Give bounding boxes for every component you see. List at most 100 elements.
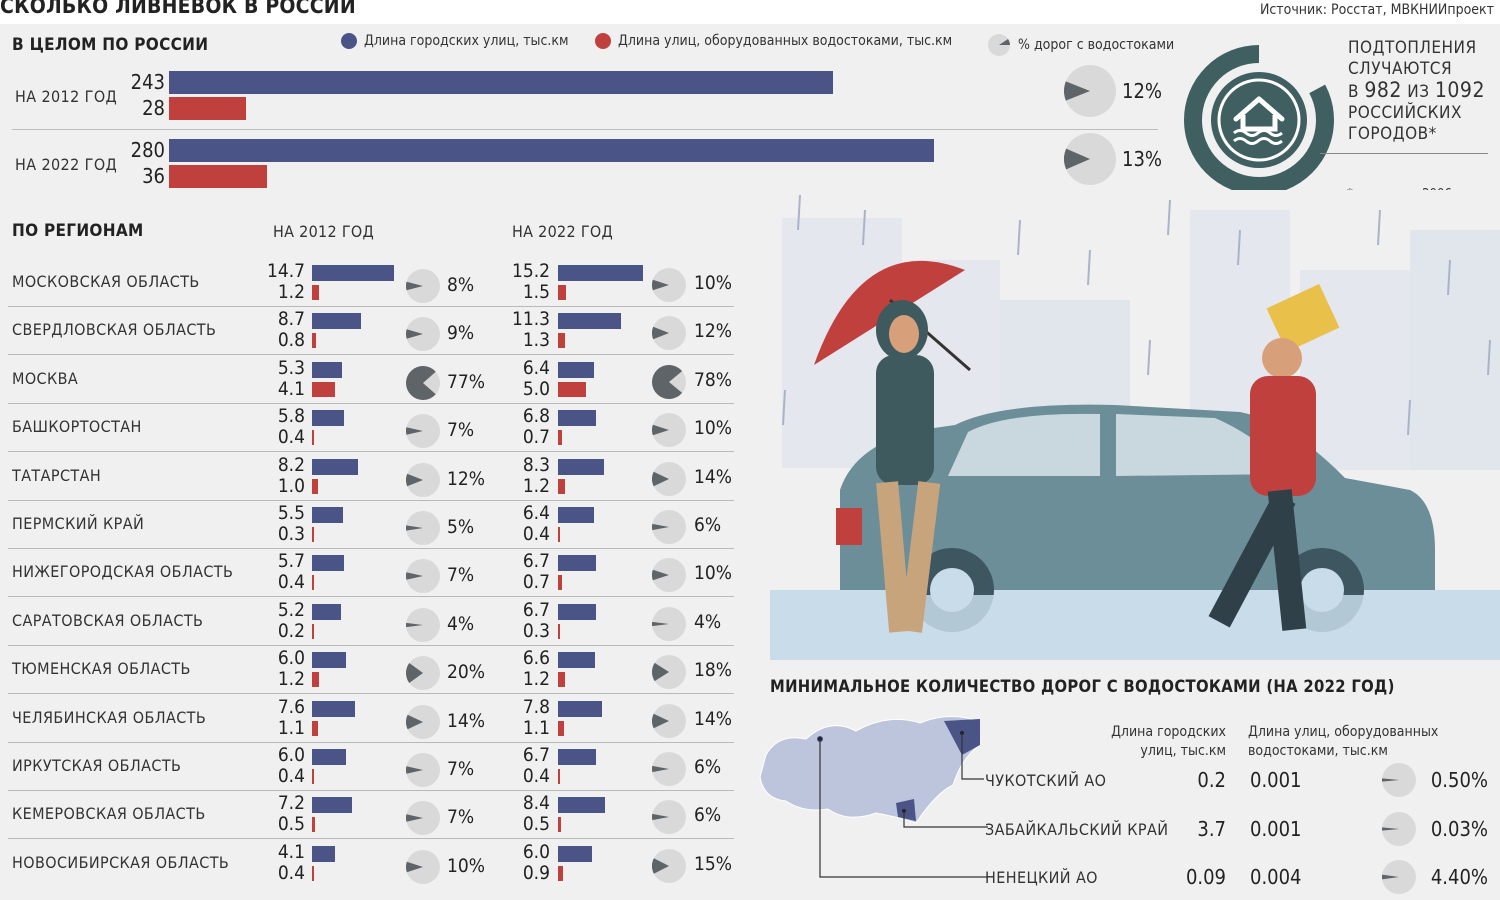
region-streets-bar-2022 [558, 555, 596, 572]
flood-line3-mid: ИЗ [1401, 82, 1435, 102]
minimal-pct-pie-slice [1382, 826, 1399, 831]
region-streets-2012: 5.3 [277, 356, 305, 379]
region-pct-2022: 6% [694, 514, 722, 536]
region-streets-2022: 8.3 [522, 453, 550, 476]
region-drains-bar-2012 [312, 817, 315, 833]
minimal-pct-value: 0.50% [1430, 768, 1488, 792]
region-pct-2012: 9% [447, 322, 475, 345]
region-streets-bar-2012 [312, 652, 346, 669]
region-drains-bar-2012 [312, 720, 319, 736]
region-drains-2022: 1.2 [522, 474, 550, 497]
region-streets-bar-2012 [312, 797, 353, 814]
region-pie-2022-slice [652, 279, 669, 291]
region-pie-2022 [652, 606, 686, 641]
minimal-col-streets: Длина городских улиц, тыс.км [1070, 723, 1226, 761]
region-drains-2022: 0.7 [522, 571, 550, 594]
region-pct-2012: 7% [447, 419, 475, 442]
region-pct-2012: 20% [447, 661, 485, 684]
region-pie-2022 [652, 703, 686, 738]
regions-heading: ПО РЕГИОНАМ [12, 221, 144, 241]
flood-line2: СЛУЧАЮТСЯ [1348, 59, 1453, 79]
region-streets-bar-2012 [312, 265, 395, 281]
region-pie-2012-slice [406, 714, 423, 729]
region-drains-bar-2012 [312, 430, 315, 446]
russia-streets-bar [169, 139, 934, 162]
region-pct-2012: 7% [447, 806, 475, 829]
region-streets-bar-2022 [558, 410, 597, 427]
region-streets-2022: 6.0 [522, 840, 550, 863]
region-streets-bar-2022 [558, 507, 594, 523]
region-streets-bar-2022 [558, 700, 602, 717]
region-streets-bar-2022 [558, 749, 596, 765]
region-name: ТЮМЕНСКАЯ ОБЛАСТЬ [12, 659, 191, 679]
minimal-drains-value: 0.001 [1250, 816, 1302, 841]
region-pct-2022: 10% [694, 272, 732, 294]
region-streets-2022: 6.6 [522, 647, 550, 670]
region-pie-2022 [652, 413, 686, 448]
flood-stat: ПОДТОПЛЕНИЯ СЛУЧАЮТСЯ В 982 ИЗ 1092 РОСС… [1348, 38, 1485, 145]
region-pie-2022-slice [652, 523, 669, 531]
region-pie-2022-slice [652, 858, 669, 874]
flood-pointer-line [1320, 153, 1488, 154]
region-row-divider [8, 741, 734, 743]
region-drains-bar-2012 [312, 672, 319, 688]
region-drains-bar-2022 [558, 430, 562, 446]
region-pct-2022: 18% [694, 659, 732, 682]
region-drains-2022: 1.1 [522, 716, 550, 739]
region-pie-2012-slice [406, 473, 423, 486]
minimal-col-streets-line2: улиц, тыс.км [1140, 743, 1226, 759]
region-name: БАШКОРТОСТАН [12, 417, 142, 437]
region-drains-bar-2022 [558, 478, 565, 494]
region-row-divider [8, 693, 734, 695]
flood-line1: ПОДТОПЛЕНИЯ [1348, 38, 1477, 58]
region-drains-2022: 1.5 [522, 281, 550, 303]
region-pie-2022 [652, 848, 686, 883]
russia-heading: В ЦЕЛОМ ПО РОССИИ [12, 35, 209, 55]
region-drains-bar-2012 [312, 865, 315, 881]
region-pct-2012: 10% [447, 854, 485, 877]
region-streets-2012: 14.7 [266, 260, 305, 282]
region-drains-bar-2022 [558, 672, 565, 688]
region-streets-bar-2012 [312, 700, 355, 717]
region-drains-bar-2012 [312, 381, 335, 397]
region-pie-2012 [406, 511, 440, 545]
region-drains-2012: 0.2 [277, 619, 305, 642]
minimal-heading: МИНИМАЛЬНОЕ КОЛИЧЕСТВО ДОРОГ С ВОДОСТОКА… [770, 677, 1395, 696]
region-pie-2022-slice [652, 621, 669, 626]
region-drains-bar-2022 [558, 333, 566, 349]
region-streets-2022: 11.3 [511, 308, 550, 331]
region-streets-2012: 5.2 [277, 598, 305, 621]
region-pct-2012: 14% [447, 709, 485, 732]
region-streets-2022: 6.4 [522, 502, 550, 524]
legend-pct-label: % дорог с водостоками [1018, 37, 1175, 53]
region-drains-bar-2012 [312, 333, 317, 349]
legend-blue-dot [341, 33, 357, 49]
region-pie-2022-slice [652, 364, 683, 399]
page-title: СКОЛЬКО ЛИВНЕВОК В РОССИИ [0, 0, 356, 18]
region-streets-2022: 7.8 [522, 695, 550, 718]
region-pct-2012: 4% [447, 612, 475, 635]
legend-streets-label: Длина городских улиц, тыс.км [364, 33, 569, 49]
region-streets-2012: 5.5 [277, 502, 305, 524]
region-streets-2022: 6.8 [522, 405, 550, 428]
region-pie-2022-slice [652, 814, 669, 821]
region-pct-2022: 14% [694, 465, 732, 488]
region-name: КЕМЕРОВСКАЯ ОБЛАСТЬ [12, 804, 206, 824]
minimal-pct-pie [1382, 860, 1416, 894]
minimal-pct-value: 0.03% [1430, 816, 1488, 841]
region-streets-2022: 8.4 [522, 792, 550, 815]
region-pct-2012: 8% [447, 274, 475, 296]
region-streets-2012: 5.8 [277, 405, 305, 428]
region-name: НИЖЕГОРОДСКАЯ ОБЛАСТЬ [12, 562, 234, 582]
legend-pie-icon [988, 34, 1010, 56]
region-pie-2022-slice [652, 713, 669, 728]
region-streets-bar-2012 [312, 749, 346, 765]
minimal-drains-value: 0.001 [1250, 768, 1302, 792]
russia-pct-pie [1064, 65, 1116, 117]
region-drains-2012: 0.4 [277, 426, 305, 449]
russia-map-icon [759, 716, 988, 878]
region-pct-2012: 7% [447, 758, 475, 780]
region-pct-2022: 14% [694, 707, 732, 730]
region-drains-bar-2012 [312, 285, 319, 300]
region-drains-2012: 1.2 [277, 281, 305, 303]
